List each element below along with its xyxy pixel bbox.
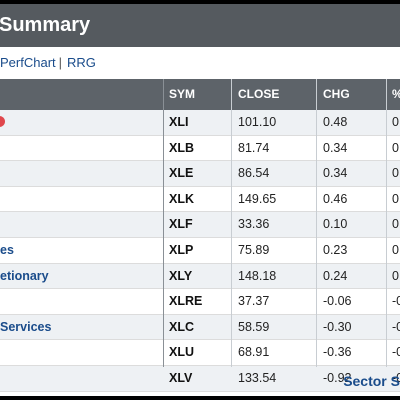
table-row[interactable]: es XLP 75.89 0.23 0.: [0, 237, 400, 264]
percent-change-cell: -0: [392, 370, 400, 385]
column-header-sym[interactable]: SYM: [169, 87, 196, 101]
change-cell: 0.46: [323, 191, 348, 206]
panel-header: Summary: [0, 4, 400, 47]
rrg-link[interactable]: RRG: [67, 55, 96, 70]
percent-change-cell: -0: [392, 294, 400, 309]
change-cell: 0.23: [323, 242, 348, 257]
close-cell: 86.54: [238, 166, 270, 181]
bottom-border: [0, 396, 400, 400]
symbol-cell: XLV: [169, 370, 193, 385]
table-body: XLI101.100.480.XLB81.740.340.XLE86.540.3…: [0, 110, 400, 392]
close-cell: 133.54: [238, 370, 277, 385]
symbol-cell: XLU: [169, 345, 194, 360]
change-cell: 0.24: [323, 268, 348, 283]
close-cell: 58.59: [238, 319, 270, 334]
column-divider: [386, 79, 387, 367]
column-divider: [316, 79, 317, 367]
close-cell: 101.10: [238, 115, 277, 129]
sector-name-link[interactable]: es: [0, 242, 14, 257]
table-row[interactable]: XLE 86.54 0.34 0.: [0, 161, 400, 187]
close-cell: 37.37: [238, 294, 270, 309]
link-separator: |: [58, 55, 63, 70]
symbol-cell: XLE: [169, 166, 194, 181]
symbol-cell: XLY: [169, 268, 193, 283]
close-cell: 68.91: [238, 345, 270, 360]
table-row[interactable]: XLB 81.74 0.34 0.: [0, 135, 400, 162]
table-row[interactable]: XLK 149.65 0.46 0.: [0, 186, 400, 213]
close-cell: 81.74: [238, 140, 270, 155]
symbol-cell: XLF: [169, 217, 193, 232]
column-header-close[interactable]: CLOSE: [238, 87, 280, 101]
column-divider: [231, 79, 232, 367]
close-cell: 33.36: [238, 217, 270, 232]
table-row[interactable]: XLU 68.91 -0.36 -0: [0, 340, 400, 366]
sector-name-link[interactable]: etionary: [0, 268, 49, 283]
close-cell: 149.65: [238, 191, 277, 206]
table-row[interactable]: XLF 33.36 0.10 0.: [0, 212, 400, 238]
symbol-cell: XLRE: [169, 294, 203, 309]
close-cell: 75.89: [238, 242, 270, 257]
symbol-cell: XLC: [169, 319, 194, 334]
symbol-cell: XLP: [169, 242, 194, 257]
change-cell: 0.34: [323, 140, 348, 155]
change-cell: -0.30: [323, 319, 352, 334]
table-header: SYM CLOSE CHG %: [0, 79, 400, 110]
table-row[interactable]: XLRE 37.37 -0.06 -0: [0, 289, 400, 315]
symbol-cell: XLB: [169, 140, 194, 155]
change-cell: -0.92: [323, 370, 352, 385]
close-cell: 148.18: [238, 268, 277, 283]
percent-change-cell: 0.: [392, 191, 400, 206]
percent-change-cell: 0.: [392, 140, 400, 155]
sector-name-link[interactable]: Services: [0, 319, 52, 334]
panel-title: Summary: [0, 14, 91, 36]
sector-table: SYM CLOSE CHG % XLI 101.10 0.48 0. XLB 81.74 0…: [0, 79, 400, 392]
percent-change-cell: 0.: [392, 166, 400, 181]
column-divider: [163, 79, 164, 367]
change-cell: -0.06: [323, 294, 352, 309]
percent-change-cell: -0: [392, 319, 400, 334]
percent-change-cell: 0.: [392, 242, 400, 257]
top-border: [0, 0, 400, 4]
change-cell: 0.34: [323, 166, 348, 181]
table-row[interactable]: Services XLC 58.59 -0.30 -0: [0, 314, 400, 341]
change-cell: 0.10: [323, 217, 348, 232]
change-cell: -0.36: [323, 345, 352, 360]
symbol-cell: XLK: [169, 191, 194, 206]
symbol-cell: XLI: [169, 115, 189, 129]
chart-links: PerfChart | RRG: [0, 50, 96, 76]
table-row[interactable]: etionary XLY 148.18 0.24 0.: [0, 263, 400, 290]
percent-change-cell: 0.: [392, 115, 400, 129]
table-row[interactable]: XLI 101.10 0.48 0.: [0, 110, 400, 136]
column-header-pct[interactable]: %: [392, 79, 400, 110]
percent-change-cell: 0.: [392, 217, 400, 232]
alert-indicator-icon: [0, 116, 5, 127]
percent-change-cell: -0: [392, 345, 400, 360]
sector-summary-link[interactable]: Sector S: [343, 373, 400, 389]
percent-change-cell: 0.: [392, 268, 400, 283]
table-row[interactable]: XLV 133.54 -0.92 -0: [0, 365, 400, 392]
column-header-chg[interactable]: CHG: [323, 87, 350, 101]
change-cell: 0.48: [323, 115, 348, 129]
perfchart-link[interactable]: PerfChart: [0, 55, 56, 70]
